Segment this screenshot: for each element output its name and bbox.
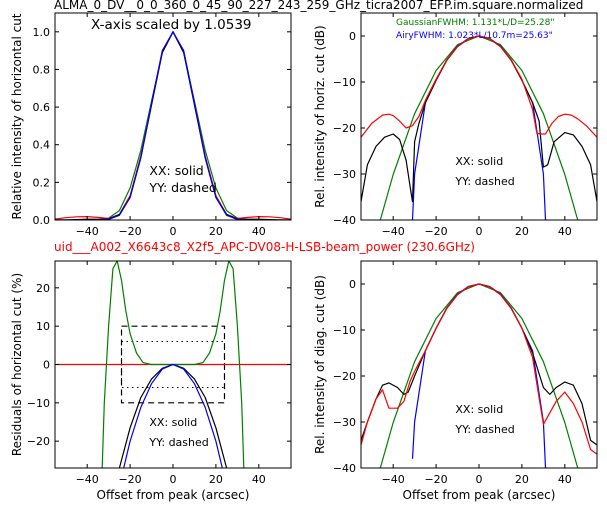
legend-text: XX: solid	[455, 403, 503, 416]
plot-frame	[360, 12, 598, 221]
series-line-3	[361, 35, 597, 138]
y-tick-label: −10	[333, 76, 356, 89]
y-tick-label: −20	[333, 122, 356, 135]
scale-annotation: X-axis scaled by 1.0539	[91, 17, 252, 33]
x-tick-label: −40	[76, 473, 99, 486]
legend-text: YY: dashed	[148, 180, 216, 195]
fwhm-note: GaussianFWHM: 1.131*L/D=25.28"	[396, 18, 554, 28]
x-tick-label: 0	[170, 225, 177, 238]
legend-text: XX: solid	[149, 163, 203, 178]
plot-frame	[360, 260, 598, 469]
series-line-2	[361, 283, 597, 446]
x-axis-label: Offset from peak (arcsec)	[403, 488, 556, 502]
legend-text: XX: solid	[455, 155, 503, 168]
series-group	[55, 261, 291, 468]
y-tick-label: −30	[333, 168, 356, 181]
x-tick-label: 0	[476, 473, 483, 486]
y-tick-label: 0.0	[33, 214, 51, 227]
series-line-3	[361, 283, 597, 455]
y-axis-label: Rel. intensity of diag. cut (dB)	[313, 275, 327, 454]
x-tick-label: 40	[558, 473, 572, 486]
y-tick-label: 0	[349, 278, 356, 291]
y-tick-label: −20	[27, 435, 50, 448]
y-tick-label: 0.6	[33, 101, 51, 114]
y-tick-label: −40	[333, 214, 356, 227]
y-tick-label: −40	[333, 462, 356, 475]
series-line-1	[411, 283, 547, 468]
chart-top-left: −40 −20 0 20 40 0.0 0.2 0.4 0.6 0.8 1.0 Relative in…	[10, 12, 292, 238]
x-tick-label: 20	[209, 225, 223, 238]
x-tick-label: −40	[382, 473, 405, 486]
y-tick-label: 1.0	[33, 26, 51, 39]
x-tick-label: 0	[476, 225, 483, 238]
x-tick-label: −20	[118, 473, 141, 486]
y-tick-label: −10	[333, 324, 356, 337]
figure-subtitle: uid___A002_X6643c8_X2f5_APC-DV08-H-LSB-b…	[54, 240, 475, 254]
x-tick-label: −20	[424, 225, 447, 238]
y-tick-label: 0.2	[33, 176, 51, 189]
legend-text: YY: dashed	[454, 423, 514, 436]
chart-bottom-right: −40 −20 0 20 40 0 −10 −20 −30 −40 Rel. intensity o…	[313, 260, 598, 502]
fwhm-note: AiryFWHM: 1.023*L/10.7m=25.63"	[396, 31, 553, 41]
series-line-3	[123, 363, 223, 468]
x-tick-label: −20	[118, 225, 141, 238]
x-tick-label: −40	[382, 225, 405, 238]
y-tick-label: 10	[36, 320, 50, 333]
series-group	[361, 283, 597, 468]
x-tick-label: −40	[76, 225, 99, 238]
series-line-0	[379, 35, 579, 220]
y-axis-label: Rel. intensity of horiz. cut (dB)	[313, 25, 327, 207]
y-tick-label: 0.4	[33, 139, 51, 152]
x-tick-label: 20	[515, 473, 529, 486]
x-tick-label: 0	[170, 473, 177, 486]
series-line-1	[411, 35, 547, 220]
series-line-3	[55, 31, 291, 220]
series-group	[361, 35, 597, 220]
y-tick-label: 0	[43, 359, 50, 372]
x-tick-label: 20	[515, 225, 529, 238]
y-tick-label: 0.8	[33, 63, 51, 76]
y-tick-label: 0	[349, 30, 356, 43]
x-tick-label: 40	[558, 225, 572, 238]
y-axis-label: Relative intensity of horizontal cut	[10, 13, 24, 219]
y-axis-label: Residuals of horizontal cut (%)	[10, 273, 24, 456]
chart-top-right: −40 −20 0 20 40 0 −10 −20 −30 −40 Rel. intensity o…	[313, 12, 598, 238]
x-tick-label: −20	[424, 473, 447, 486]
x-axis-label: Offset from peak (arcsec)	[97, 488, 250, 502]
y-tick-label: 20	[36, 282, 50, 295]
y-tick-label: −10	[27, 397, 50, 410]
y-tick-label: −30	[333, 416, 356, 429]
x-tick-label: 40	[252, 225, 266, 238]
legend-text: YY: dashed	[148, 436, 208, 449]
figure-title: ALMA_0_DV__0_0_360_0_45_90_227_243_259_G…	[54, 0, 583, 12]
legend-text: YY: dashed	[454, 175, 514, 188]
x-tick-label: 40	[252, 473, 266, 486]
legend-text: XX: solid	[149, 416, 197, 429]
series-line-0	[379, 283, 579, 468]
y-tick-label: −20	[333, 370, 356, 383]
x-tick-label: 20	[209, 473, 223, 486]
